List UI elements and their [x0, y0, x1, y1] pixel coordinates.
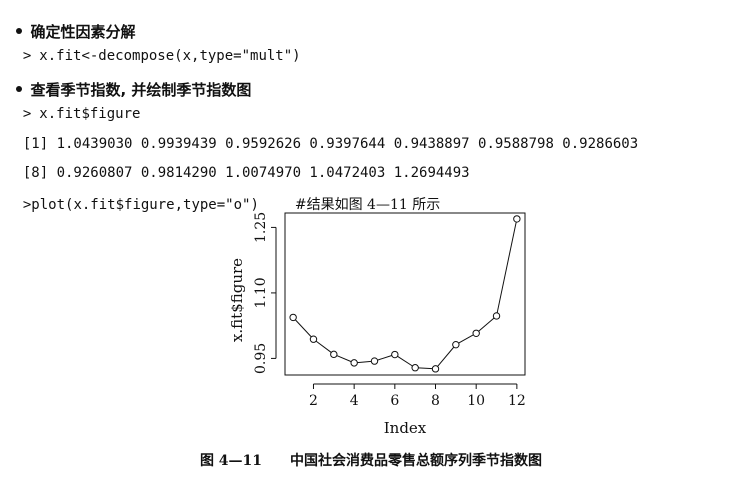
- data-point: [289, 313, 297, 322]
- plot-area: 2 4 6 8 10 12 0.95 1.10 1.25: [253, 212, 526, 409]
- data-point: [309, 335, 318, 343]
- output-line-1: [1] 1.0439030 0.9939439 0.9592626 0.9397…: [6, 120, 638, 152]
- series-segment: [357, 360, 372, 364]
- bullet-icon: [16, 27, 23, 34]
- series-segment: [377, 355, 392, 361]
- y-axis-label: x.fit$figure: [228, 258, 246, 342]
- bullet-icon: [16, 85, 23, 92]
- section-heading-decompose: 确定性因素分解: [6, 3, 135, 42]
- x-tick-label: 6: [390, 393, 399, 409]
- code-text: plot(x.fit$figure,type="o"): [31, 197, 259, 213]
- r-prompt: >: [22, 106, 32, 122]
- section-heading-seasonal: 查看季节指数, 并绘制季节指数图: [6, 61, 251, 100]
- data-point: [411, 364, 419, 372]
- seasonal-index-chart: 2 4 6 8 10 12 0.95 1.10 1.25 x.fit$figure Index: [228, 212, 526, 437]
- x-tick-label: 4: [350, 393, 359, 409]
- series-segment: [294, 319, 312, 338]
- figure-number: 图 4—11: [199, 453, 263, 469]
- y-tick-label: 1.10: [253, 277, 269, 308]
- heading-text: 查看季节指数, 并绘制季节指数图: [30, 81, 252, 99]
- data-point: [431, 365, 440, 373]
- series-segment: [397, 355, 413, 367]
- series-segment: [336, 355, 352, 363]
- output-text: [1] 1.0439030 0.9939439 0.9592626 0.9397…: [22, 136, 639, 152]
- data-point: [513, 215, 521, 223]
- figure-caption: 图 4—11 中国社会消费品零售总额序列季节指数图: [0, 450, 742, 470]
- r-prompt: >: [22, 197, 32, 213]
- data-point: [391, 350, 399, 359]
- data-point: [370, 357, 379, 365]
- series-segment: [458, 334, 474, 344]
- data-point: [492, 312, 501, 320]
- caption-text: 中国社会消费品零售总额序列季节指数图: [290, 453, 543, 469]
- x-axis-label: Index: [384, 419, 427, 437]
- data-point: [350, 359, 358, 367]
- x-tick-label: 12: [508, 393, 526, 409]
- y-tick-label: 1.25: [253, 212, 269, 243]
- series-segment: [478, 317, 495, 332]
- data-point: [452, 340, 460, 349]
- x-tick-label: 8: [431, 393, 440, 409]
- code-text: x.fit<-decompose(x,type="mult"): [39, 48, 301, 64]
- plot-frame: [284, 212, 526, 376]
- output-line-2: [8] 0.9260807 0.9814290 1.0074970 1.0472…: [6, 149, 470, 181]
- code-line-plot: >plot(x.fit$figure,type="o") #结果如图 4—11 所…: [6, 178, 440, 214]
- code-line-figure: > x.fit$figure: [6, 90, 141, 122]
- code-comment: #结果如图 4—11 所示: [294, 197, 441, 213]
- r-prompt: >: [22, 48, 32, 64]
- series-segment: [315, 340, 332, 353]
- code-text: x.fit$figure: [39, 106, 141, 122]
- code-line-decompose: > x.fit<-decompose(x,type="mult"): [6, 32, 301, 64]
- series-segment: [418, 367, 433, 370]
- series-segment: [437, 346, 455, 367]
- x-tick-label: 2: [309, 393, 318, 409]
- series-segment: [496, 221, 517, 313]
- y-tick-label: 0.95: [253, 343, 269, 374]
- heading-text: 确定性因素分解: [30, 23, 136, 41]
- data-point: [330, 350, 338, 359]
- output-text: [8] 0.9260807 0.9814290 1.0074970 1.0472…: [22, 165, 470, 181]
- data-point: [472, 329, 480, 338]
- x-tick-label: 10: [467, 393, 485, 409]
